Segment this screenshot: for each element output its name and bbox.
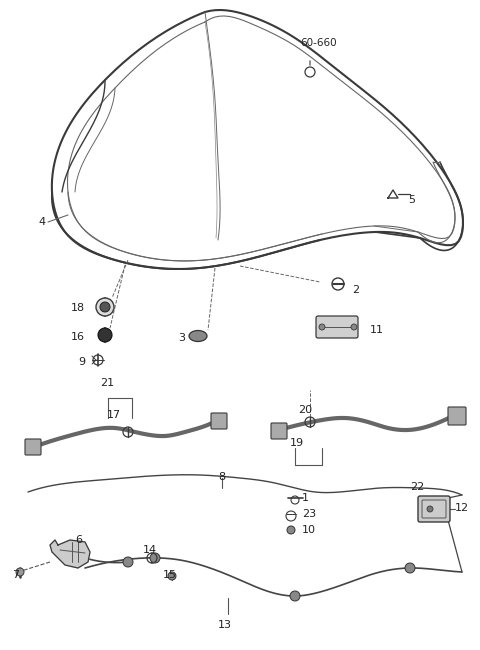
Text: 9: 9	[78, 357, 85, 367]
Text: 12: 12	[455, 503, 469, 513]
Circle shape	[287, 526, 295, 534]
Circle shape	[16, 568, 24, 576]
Text: 22: 22	[410, 482, 424, 492]
Circle shape	[150, 553, 160, 563]
FancyBboxPatch shape	[271, 423, 287, 439]
FancyBboxPatch shape	[316, 316, 358, 338]
Text: 60-660: 60-660	[300, 38, 336, 48]
Text: 5: 5	[408, 195, 415, 205]
Circle shape	[290, 591, 300, 601]
Circle shape	[98, 328, 112, 342]
Text: 19: 19	[290, 438, 304, 448]
Text: 18: 18	[71, 303, 85, 313]
Ellipse shape	[189, 330, 207, 341]
FancyBboxPatch shape	[25, 439, 41, 455]
FancyBboxPatch shape	[211, 413, 227, 429]
Text: 16: 16	[71, 332, 85, 342]
Text: 6: 6	[75, 535, 82, 545]
Circle shape	[123, 557, 133, 567]
Circle shape	[405, 563, 415, 573]
Circle shape	[168, 572, 176, 580]
Circle shape	[319, 324, 325, 330]
Text: 17: 17	[107, 410, 121, 420]
FancyBboxPatch shape	[418, 496, 450, 522]
Text: 1: 1	[302, 493, 309, 503]
Text: 20: 20	[298, 405, 312, 415]
Text: 11: 11	[370, 325, 384, 335]
Text: 7: 7	[12, 570, 19, 580]
FancyBboxPatch shape	[448, 407, 466, 425]
Text: 3: 3	[178, 333, 185, 343]
Circle shape	[96, 298, 114, 316]
Text: 21: 21	[100, 378, 114, 388]
Circle shape	[100, 302, 110, 312]
Text: 14: 14	[143, 545, 157, 555]
Text: 4: 4	[38, 217, 45, 227]
Text: 23: 23	[302, 509, 316, 519]
Text: 8: 8	[218, 472, 225, 482]
Text: 13: 13	[218, 620, 232, 630]
Circle shape	[351, 324, 357, 330]
Text: 15: 15	[163, 570, 177, 580]
Text: 10: 10	[302, 525, 316, 535]
Text: 2: 2	[352, 285, 359, 295]
Polygon shape	[50, 540, 90, 568]
Circle shape	[427, 506, 433, 512]
